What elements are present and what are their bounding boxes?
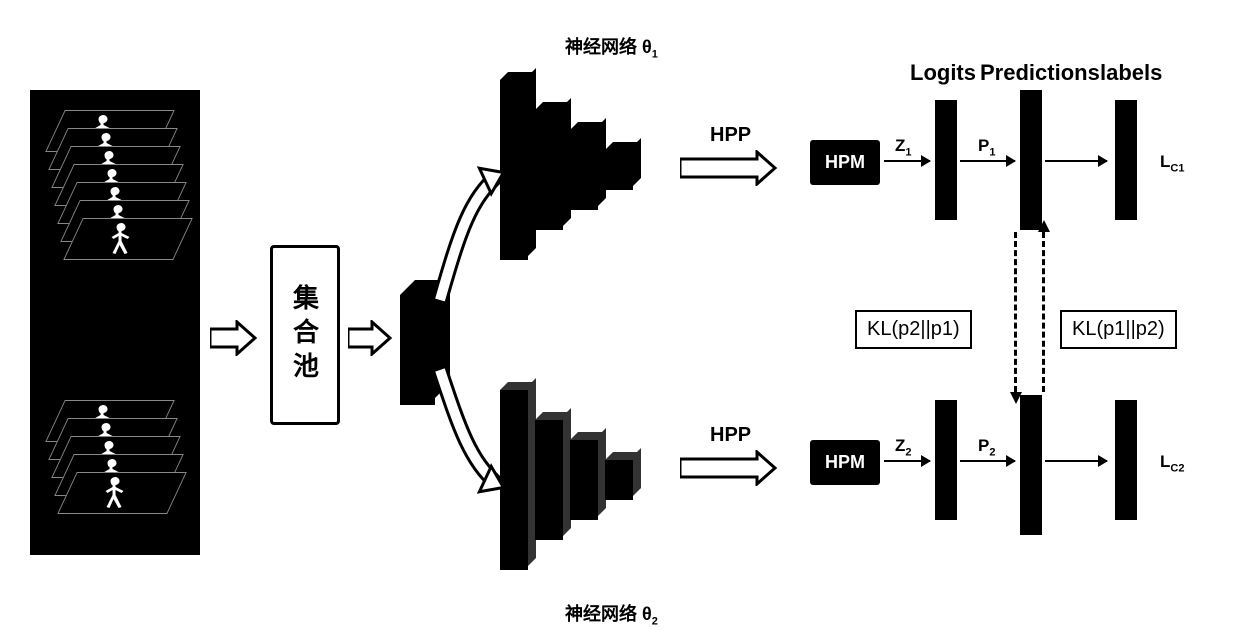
z-label-1: Z1 <box>895 136 912 158</box>
hpm-box-1: HPM <box>810 140 880 185</box>
hollow-arrow <box>348 320 410 356</box>
thin-arrow-0 <box>884 160 930 162</box>
dashed-arrow-up-head <box>1038 220 1050 232</box>
set-pool-box: 集合池 <box>270 245 340 425</box>
hollow-arrow <box>210 320 275 356</box>
header-logits: Logits <box>910 60 976 86</box>
lc-label-2-sub: C2 <box>1170 462 1184 474</box>
lc-label-1-sub: C1 <box>1170 162 1184 174</box>
p-label-1-sub: 1 <box>989 146 995 158</box>
frame <box>57 472 187 514</box>
lc-label-1: LC1 <box>1160 152 1184 174</box>
z-label-2-sub: 2 <box>905 446 911 458</box>
hollow-arrow <box>680 450 795 486</box>
dashed-arrow-down <box>1014 232 1017 392</box>
header-labels: labels <box>1100 60 1162 86</box>
logits-bar-bot <box>935 400 957 520</box>
frame <box>63 218 193 260</box>
hpp-label-1: HPP <box>710 124 751 147</box>
z-label-1-sub: 1 <box>905 146 911 158</box>
kl-box-left: KL(p2||p1) <box>855 310 972 349</box>
nn-label-top-sub: 1 <box>652 49 658 61</box>
thin-arrow-5 <box>1045 460 1107 462</box>
nn-label-top-text: 神经网络 θ <box>565 37 652 57</box>
p-label-2-main: P <box>978 436 989 455</box>
labels-bar-top <box>1115 100 1137 220</box>
labels-bar-bot <box>1115 400 1137 520</box>
hpm-box-2: HPM <box>810 440 880 485</box>
nn-label-bottom-sub: 2 <box>652 616 658 628</box>
set-pool-label: 集合池 <box>287 284 324 386</box>
thin-arrow-3 <box>884 460 930 462</box>
lc-label-2: LC2 <box>1160 452 1184 474</box>
p-label-1: P1 <box>978 136 995 158</box>
thin-arrow-1 <box>960 160 1015 162</box>
thin-arrow-4 <box>960 460 1015 462</box>
dashed-arrow-down-head <box>1010 392 1022 404</box>
hpp-label-2: HPP <box>710 424 751 447</box>
dashed-arrow-up <box>1042 232 1045 392</box>
lc-label-1-main: L <box>1160 152 1170 171</box>
p-label-1-main: P <box>978 136 989 155</box>
lc-label-2-main: L <box>1160 452 1170 471</box>
predictions-bar-top <box>1020 90 1042 230</box>
kl-box-right: KL(p1||p2) <box>1060 310 1177 349</box>
logits-bar-top <box>935 100 957 220</box>
nn-label-top: 神经网络 θ1 <box>565 33 658 61</box>
predictions-bar-bot <box>1020 395 1042 535</box>
header-predictions: Predictions <box>980 60 1100 86</box>
p-label-2-sub: 2 <box>989 446 995 458</box>
nn-label-bottom-text: 神经网络 θ <box>565 604 652 624</box>
thin-arrow-2 <box>1045 160 1107 162</box>
z-label-1-main: Z <box>895 136 905 155</box>
hollow-arrow <box>680 150 795 186</box>
p-label-2: P2 <box>978 436 995 458</box>
nn-label-bottom: 神经网络 θ2 <box>565 600 658 628</box>
z-label-2: Z2 <box>895 436 912 458</box>
z-label-2-main: Z <box>895 436 905 455</box>
